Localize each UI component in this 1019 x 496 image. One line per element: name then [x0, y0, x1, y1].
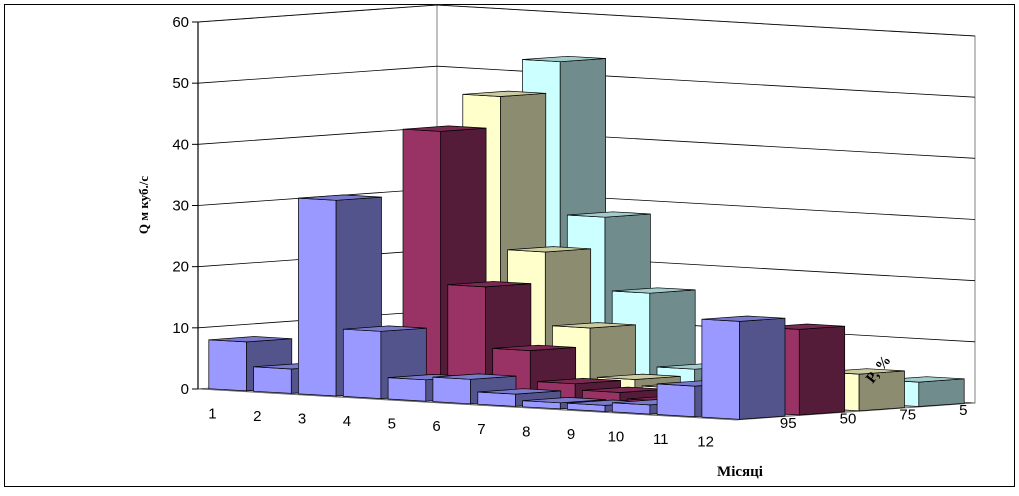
bar-front	[342, 328, 382, 399]
bar-front	[298, 197, 337, 397]
bar-front	[253, 366, 292, 394]
bar-top	[462, 90, 546, 97]
gridline	[197, 4, 976, 37]
y-tick-label: 60	[172, 14, 189, 31]
bar-top	[552, 322, 636, 329]
x-tick-label: 6	[432, 418, 440, 435]
bar-top	[447, 281, 531, 288]
bar-front	[477, 391, 516, 407]
bar-top	[343, 325, 427, 332]
x-tick-label: 2	[253, 408, 261, 425]
x-axis-title: Місяці	[717, 464, 763, 480]
x-tick-label: 3	[298, 410, 306, 427]
bar-top	[432, 373, 517, 380]
bar-front	[387, 377, 427, 402]
y-tick-label: 10	[172, 320, 189, 337]
bar-side	[918, 378, 965, 407]
bar-top	[537, 378, 621, 385]
depth-tick-label: 95	[780, 415, 797, 432]
bar-top	[507, 246, 591, 253]
x-tick-label: 1	[208, 405, 216, 422]
bar-top	[402, 125, 487, 132]
y-tick-label: 40	[172, 136, 189, 153]
bar-top	[522, 397, 606, 404]
bar	[432, 373, 517, 405]
x-tick-label: 5	[388, 416, 396, 433]
bar-top	[492, 344, 576, 351]
x-tick-label: 8	[522, 423, 530, 440]
chart-bars	[208, 55, 965, 420]
bar	[701, 315, 786, 420]
bar-front	[701, 318, 740, 420]
x-tick-label: 7	[477, 421, 485, 438]
depth-tick-label: 50	[840, 411, 857, 428]
bar-front	[656, 383, 696, 418]
bar-top	[612, 287, 696, 294]
y-tick-label: 0	[181, 381, 189, 398]
x-tick-label: 4	[343, 413, 351, 430]
bar-top	[522, 55, 606, 63]
x-tick-label: 9	[567, 426, 575, 443]
gridline	[197, 65, 976, 98]
x-tick-label: 11	[653, 431, 669, 448]
bar-top	[597, 373, 681, 380]
x-tick-label: 10	[608, 429, 625, 446]
x-tick-label: 12	[697, 434, 714, 451]
bar-top	[208, 336, 292, 343]
bar-side	[739, 317, 786, 420]
y-axis-title: Q м куб./с	[136, 176, 151, 234]
y-tick-label: 50	[172, 75, 189, 92]
bar-front	[208, 339, 247, 392]
bar-top	[477, 388, 561, 395]
bar-top	[298, 194, 382, 201]
bar-top	[701, 315, 786, 322]
depth-tick-label: 5	[959, 402, 967, 419]
y-tick-label: 30	[172, 198, 189, 215]
depth-tick-label: 75	[899, 406, 916, 423]
bar-side	[798, 325, 846, 416]
bar-top	[567, 211, 651, 218]
y-tick-label: 20	[172, 259, 189, 276]
bar-front	[432, 376, 471, 405]
